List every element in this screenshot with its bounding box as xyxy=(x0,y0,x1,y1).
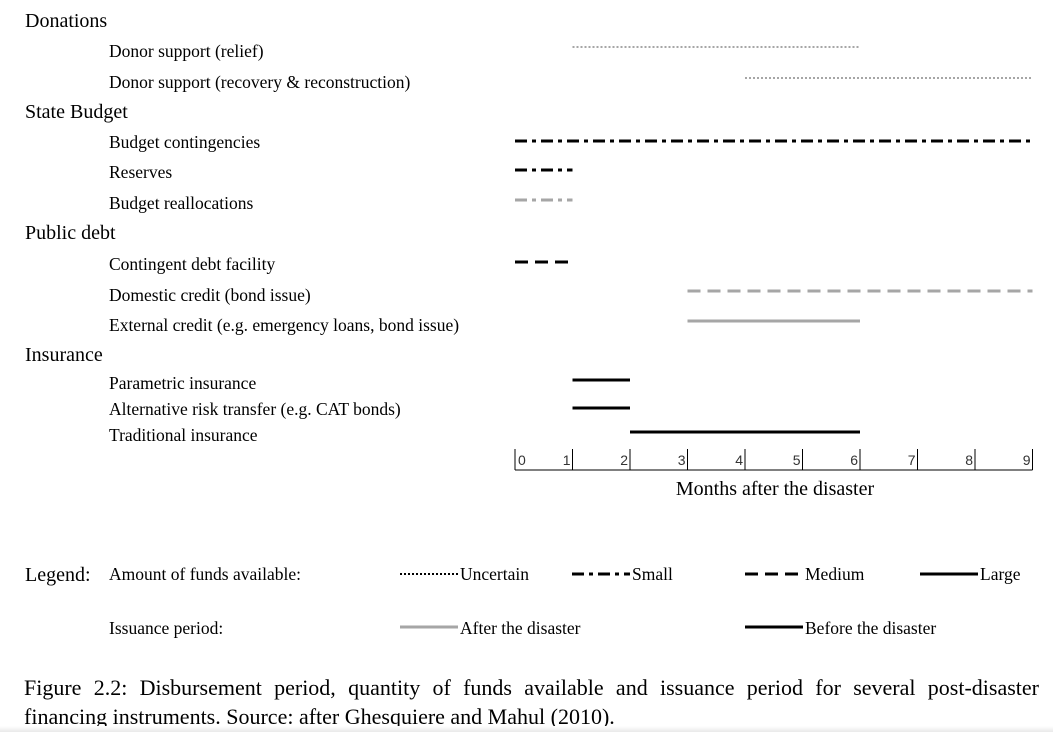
row-label: Budget reallocations xyxy=(109,193,254,213)
legend-amount-label: Amount of funds available: xyxy=(109,564,301,584)
tick-label: 4 xyxy=(735,452,743,468)
legend-title: Legend: xyxy=(25,564,91,586)
row-label: Traditional insurance xyxy=(109,425,258,445)
tick-label: 6 xyxy=(850,452,858,468)
x-axis: 0 1 2 3 4 5 6 7 8 9 Months after the disaster xyxy=(514,449,1033,500)
legend-item-label: Medium xyxy=(805,564,865,584)
row-label: Donor support (relief) xyxy=(109,41,264,61)
group-label: Insurance xyxy=(25,344,103,366)
figure-caption: Figure 2.2: Disbursement period, quantit… xyxy=(24,675,1039,729)
x-axis-label: Months after the disaster xyxy=(676,478,875,500)
page-edge-shade xyxy=(0,726,1053,732)
legend-item-label: Uncertain xyxy=(460,564,529,584)
row-label: Reserves xyxy=(109,162,172,182)
legend-item-label: Before the disaster xyxy=(805,618,936,638)
legend-item-label: Large xyxy=(980,564,1021,584)
legend-issuance-label: Issuance period: xyxy=(109,618,223,638)
group-label: Donations xyxy=(25,10,107,32)
tick-label: 7 xyxy=(908,452,916,468)
tick-label: 5 xyxy=(793,452,801,468)
tick-label: 0 xyxy=(518,452,526,468)
legend-item-label: Small xyxy=(632,564,673,584)
legend: Legend: Amount of funds available: Uncerta… xyxy=(25,564,1021,638)
group-label: State Budget xyxy=(25,101,128,123)
row-label: Alternative risk transfer (e.g. CAT bond… xyxy=(109,399,401,419)
tick-label: 2 xyxy=(620,452,628,468)
tick-label: 3 xyxy=(678,452,686,468)
group-label: Public debt xyxy=(25,222,116,244)
row-label: Domestic credit (bond issue) xyxy=(109,285,311,305)
row-label: External credit (e.g. emergency loans, b… xyxy=(109,315,459,335)
tick-label: 8 xyxy=(965,452,973,468)
tick-label: 1 xyxy=(563,452,571,468)
row-label: Parametric insurance xyxy=(109,373,256,393)
row-label: Contingent debt facility xyxy=(109,254,275,274)
tick-label: 9 xyxy=(1023,452,1031,468)
row-label: Budget contingencies xyxy=(109,132,260,152)
row-label: Donor support (recovery & reconstruction… xyxy=(109,72,410,92)
legend-item-label: After the disaster xyxy=(460,618,581,638)
